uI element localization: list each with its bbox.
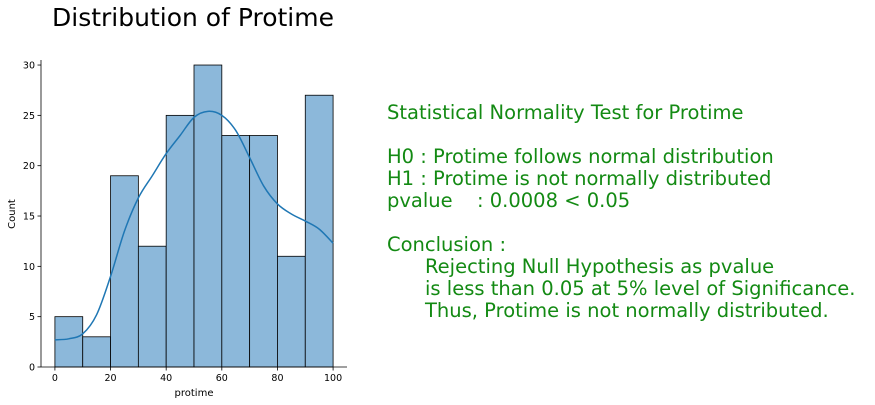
pvalue-text: : 0.0008 < 0.05 [477, 189, 631, 212]
y-tick-label: 0 [29, 363, 35, 374]
histogram-bar-0 [54, 316, 84, 368]
pvalue-label: pvalue [387, 189, 453, 212]
x-tick-label: 80 [271, 373, 283, 384]
histogram-bars [54, 64, 334, 368]
spacer [387, 124, 856, 146]
kde-line [54, 110, 334, 341]
histogram-bar-3 [137, 245, 167, 368]
y-axis-ticks: 0 5 10 15 20 25 30 [23, 61, 41, 374]
x-tick-label: 100 [324, 373, 342, 384]
x-tick-label: 20 [104, 373, 116, 384]
x-tick-label: 0 [52, 373, 58, 384]
x-axis-label: protime [175, 388, 214, 399]
histogram-bar-6 [221, 135, 251, 368]
x-tick-label: 40 [160, 373, 172, 384]
chart-title: Distribution of Protime [52, 3, 334, 32]
histogram-bar-1 [82, 336, 111, 368]
normality-test-panel: Statistical Normality Test for Protime H… [387, 102, 856, 322]
y-axis-label: Count [7, 199, 18, 229]
x-tick-label: 60 [216, 373, 228, 384]
y-tick-label: 5 [29, 312, 35, 323]
y-tick-label: 30 [23, 61, 35, 72]
conclusion-label: Conclusion : [387, 233, 507, 256]
histogram-bar-7 [249, 135, 278, 368]
spacer [387, 212, 856, 234]
test-heading: Statistical Normality Test for Protime [387, 101, 744, 124]
y-tick-label: 15 [23, 212, 35, 223]
histogram-bar-2 [110, 175, 139, 368]
conclusion-line: is less than 0.05 at 5% level of Signifi… [425, 277, 856, 300]
histogram-bar-4 [165, 114, 195, 368]
histogram-bar-8 [277, 255, 306, 368]
y-tick-label: 25 [23, 111, 35, 122]
alternative-hypothesis: H1 : Protime is not normally distributed [387, 167, 772, 190]
null-hypothesis: H0 : Protime follows normal distribution [387, 145, 774, 168]
conclusion-line: Rejecting Null Hypothesis as pvalue [425, 255, 775, 278]
histogram-bar-5 [193, 64, 223, 368]
y-tick-label: 20 [23, 161, 35, 172]
histogram-bar-9 [304, 94, 334, 368]
conclusion-line: Thus, Protime is not normally distribute… [425, 299, 829, 322]
pvalue-row: pvalue : 0.0008 < 0.05 [387, 190, 856, 212]
x-axis-ticks: 0 20 40 60 80 100 [52, 367, 342, 384]
y-tick-label: 10 [23, 262, 35, 273]
